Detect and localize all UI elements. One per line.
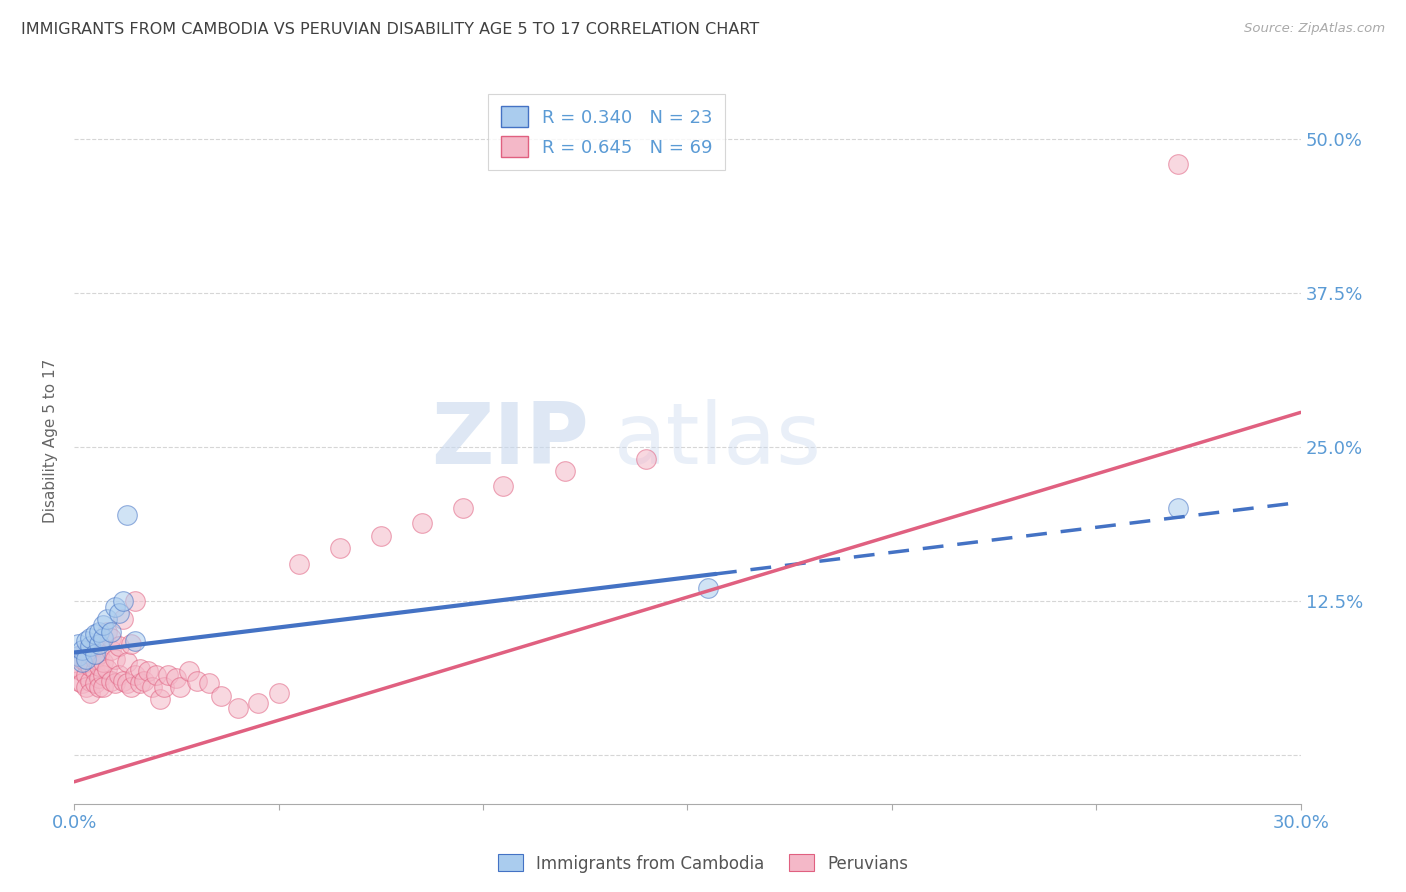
Point: [83, 651, 105, 665]
Point: [104, 676, 127, 690]
Point: [115, 508, 138, 522]
Point: [112, 612, 135, 626]
Point: [153, 680, 176, 694]
Point: [1167, 156, 1189, 170]
Point: [75, 634, 97, 648]
Point: [72, 676, 94, 690]
Point: [226, 701, 249, 715]
Point: [115, 676, 138, 690]
Point: [67, 637, 90, 651]
Point: [87, 680, 110, 694]
Point: [492, 479, 515, 493]
Point: [83, 676, 105, 690]
Point: [72, 643, 94, 657]
Point: [124, 634, 146, 648]
Point: [67, 649, 90, 664]
Point: [79, 686, 101, 700]
Point: [198, 676, 221, 690]
Point: [75, 656, 97, 670]
Point: [87, 624, 110, 639]
Point: [83, 627, 105, 641]
Point: [112, 594, 135, 608]
Text: ZIP: ZIP: [432, 400, 589, 483]
Point: [108, 667, 131, 681]
Point: [87, 659, 110, 673]
Point: [209, 689, 232, 703]
Point: [108, 606, 131, 620]
Point: [72, 664, 94, 678]
Text: IMMIGRANTS FROM CAMBODIA VS PERUVIAN DISABILITY AGE 5 TO 17 CORRELATION CHART: IMMIGRANTS FROM CAMBODIA VS PERUVIAN DIS…: [21, 22, 759, 37]
Point: [79, 673, 101, 688]
Point: [104, 651, 127, 665]
Point: [288, 557, 311, 571]
Point: [79, 659, 101, 673]
Point: [145, 667, 167, 681]
Point: [91, 618, 114, 632]
Point: [72, 651, 94, 665]
Point: [87, 637, 110, 651]
Point: [128, 676, 150, 690]
Point: [67, 649, 90, 664]
Point: [75, 651, 97, 665]
Point: [411, 516, 433, 531]
Point: [112, 673, 135, 688]
Point: [83, 664, 105, 678]
Point: [267, 686, 290, 700]
Point: [79, 647, 101, 661]
Point: [165, 672, 187, 686]
Point: [696, 582, 718, 596]
Point: [149, 692, 172, 706]
Legend: R = 0.340   N = 23, R = 0.645   N = 69: R = 0.340 N = 23, R = 0.645 N = 69: [488, 94, 725, 169]
Point: [124, 667, 146, 681]
Point: [451, 501, 474, 516]
Point: [100, 631, 122, 645]
Point: [96, 624, 118, 639]
Point: [87, 647, 110, 661]
Point: [329, 541, 352, 555]
Point: [79, 640, 101, 654]
Text: atlas: atlas: [614, 400, 821, 483]
Point: [141, 680, 163, 694]
Point: [75, 680, 97, 694]
Legend: Immigrants from Cambodia, Peruvians: Immigrants from Cambodia, Peruvians: [491, 847, 915, 880]
Y-axis label: Disability Age 5 to 17: Disability Age 5 to 17: [44, 359, 58, 523]
Point: [91, 680, 114, 694]
Point: [91, 667, 114, 681]
Point: [186, 673, 208, 688]
Point: [100, 673, 122, 688]
Point: [120, 680, 142, 694]
Point: [120, 637, 142, 651]
Point: [104, 599, 127, 614]
Point: [79, 631, 101, 645]
Point: [124, 594, 146, 608]
Point: [67, 661, 90, 675]
Point: [72, 656, 94, 670]
Point: [370, 528, 392, 542]
Point: [136, 664, 159, 678]
Point: [75, 667, 97, 681]
Point: [75, 643, 97, 657]
Point: [115, 656, 138, 670]
Point: [96, 612, 118, 626]
Point: [169, 680, 191, 694]
Point: [247, 696, 270, 710]
Point: [177, 664, 200, 678]
Point: [87, 672, 110, 686]
Point: [157, 667, 180, 681]
Point: [83, 647, 105, 661]
Point: [636, 452, 658, 467]
Point: [108, 640, 131, 654]
Point: [132, 673, 155, 688]
Point: [91, 656, 114, 670]
Text: Source: ZipAtlas.com: Source: ZipAtlas.com: [1244, 22, 1385, 36]
Point: [554, 465, 576, 479]
Point: [100, 624, 122, 639]
Point: [67, 673, 90, 688]
Point: [83, 640, 105, 654]
Point: [96, 661, 118, 675]
Point: [100, 643, 122, 657]
Point: [128, 661, 150, 675]
Point: [1167, 501, 1189, 516]
Point: [91, 631, 114, 645]
